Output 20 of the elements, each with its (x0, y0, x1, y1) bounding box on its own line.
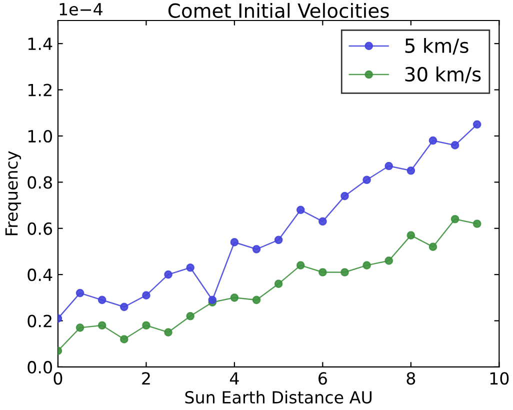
legend-label: 30 km/s (405, 66, 481, 84)
y-tick-label: 0.6 (28, 222, 52, 235)
legend-label: 5 km/s (405, 38, 468, 55)
x-tick-label: 0 (54, 372, 62, 385)
y-tick-label: 1.4 (28, 38, 52, 50)
x-tick-label: 4 (230, 372, 239, 384)
x-tick-label: 10 (490, 372, 509, 385)
y-axis-title: Frequency (5, 151, 22, 236)
y-tick-label: 0.0 (28, 360, 52, 374)
y-tick-label: 0.2 (28, 314, 52, 328)
y-tick-label: 0.8 (28, 176, 52, 189)
y-tick-label: 1.0 (28, 130, 52, 143)
y-tick-label: 1.2 (28, 84, 52, 96)
x-axis-title: Sun Earth Distance AU (185, 390, 372, 404)
x-tick-label: 8 (406, 372, 416, 385)
chart-title: Comet Initial Velocities (168, 2, 389, 18)
y-tick-label: 0.4 (28, 268, 52, 282)
x-tick-label: 6 (318, 372, 327, 385)
x-tick-label: 2 (142, 372, 150, 384)
text: 1e−4 (60, 3, 102, 16)
